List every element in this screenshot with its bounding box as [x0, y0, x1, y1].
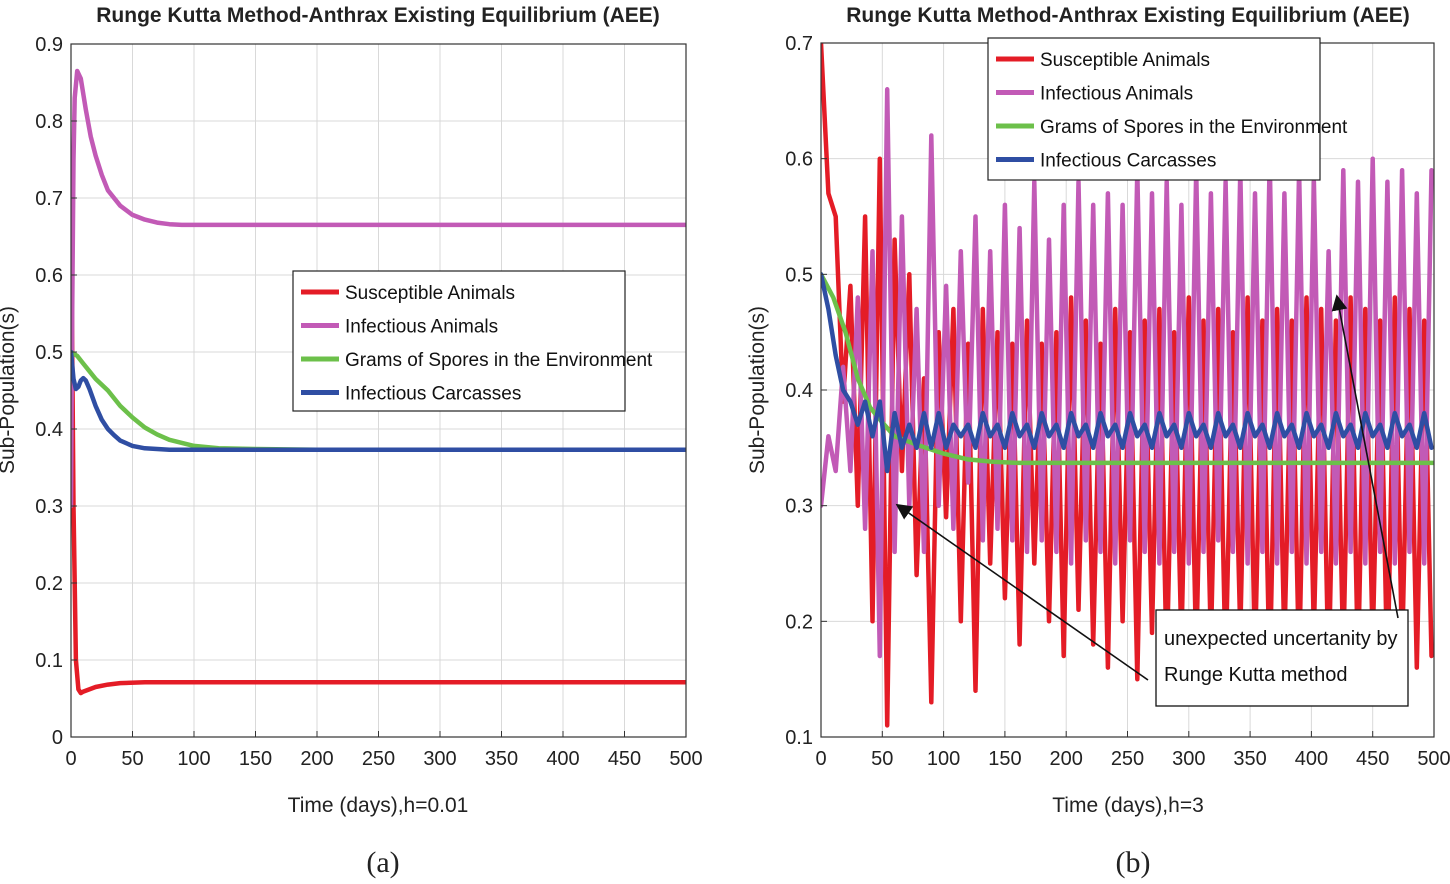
- y-axis-label-a: Sub-Population(s): [0, 306, 19, 474]
- x-tick-label: 200: [1050, 748, 1083, 770]
- y-tick-label: 0.5: [35, 342, 63, 364]
- x-axis-label-b: Time (days),h=3: [1052, 794, 1204, 817]
- caption-b: (b): [1116, 846, 1151, 879]
- y-tick-label: 0.7: [785, 33, 813, 55]
- legend-box: [987, 37, 1321, 181]
- series-group-a: [71, 68, 686, 696]
- y-tick-label: 0.9: [35, 34, 63, 56]
- x-tick-label: 300: [423, 748, 456, 770]
- x-tick-label: 400: [1295, 748, 1328, 770]
- chart-panel-a: Runge Kutta Method-Anthrax Existing Equi…: [0, 4, 703, 879]
- y-tick-label: 0: [52, 727, 63, 749]
- x-tick-label: 500: [1417, 748, 1450, 770]
- x-tick-label: 50: [871, 748, 893, 770]
- y-axis-label-b: Sub-Population(s): [746, 306, 769, 474]
- y-tick-label: 0.4: [35, 419, 63, 441]
- x-tick-label: 100: [927, 748, 960, 770]
- series-line-carcasses: [821, 272, 1434, 474]
- annotation-line-1: unexpected uncertanity by: [1164, 628, 1398, 650]
- x-tick-label: 300: [1172, 748, 1205, 770]
- x-tick-label: 50: [121, 748, 143, 770]
- series-line-spores: [821, 272, 1434, 466]
- annotation-box: [1155, 609, 1409, 707]
- legend-entry-label: Susceptible Animals: [1040, 50, 1210, 71]
- x-ticks-b: 0 50 100 150 200 250 300 350 400 450 500: [815, 731, 1450, 770]
- chart-title-b: Runge Kutta Method-Anthrax Existing Equi…: [846, 4, 1410, 27]
- y-tick-label: 0.7: [35, 188, 63, 210]
- series-line-infectious-animals: [71, 68, 686, 509]
- y-tick-label: 0.5: [785, 264, 813, 286]
- x-tick-label: 0: [815, 748, 826, 770]
- legend-a: Susceptible Animals Infectious Animals Gra…: [292, 270, 653, 412]
- y-tick-label: 0.3: [785, 496, 813, 518]
- legend-box: [292, 270, 626, 412]
- x-tick-label: 100: [177, 748, 210, 770]
- y-ticks-b: 0.1 0.2 0.3 0.4 0.5 0.6 0.7: [785, 33, 827, 749]
- legend-entry-label: Susceptible Animals: [345, 283, 515, 304]
- legend-entry-label: Infectious Animals: [345, 317, 498, 338]
- x-tick-label: 450: [1356, 748, 1389, 770]
- y-ticks-a: 0 0.1 0.2 0.3 0.4 0.5 0.6 0.7 0.8 0.9: [35, 34, 77, 749]
- legend-entry-label: Infectious Carcasses: [1040, 151, 1216, 172]
- chart-panel-b: Runge Kutta Method-Anthrax Existing Equi…: [746, 4, 1450, 879]
- annotation-line-2: Runge Kutta method: [1164, 664, 1347, 686]
- legend-entry-label: Grams of Spores in the Environment: [1040, 117, 1348, 138]
- annotation-arrow: [895, 503, 1149, 681]
- x-tick-label: 450: [608, 748, 641, 770]
- x-tick-label: 350: [1233, 748, 1266, 770]
- y-tick-label: 0.3: [35, 496, 63, 518]
- x-tick-label: 250: [1111, 748, 1144, 770]
- y-tick-label: 0.2: [785, 611, 813, 633]
- x-tick-label: 350: [485, 748, 518, 770]
- legend-b: Susceptible Animals Infectious Animals Gra…: [987, 37, 1348, 181]
- y-tick-label: 0.2: [35, 573, 63, 595]
- legend-entry-label: Grams of Spores in the Environment: [345, 350, 653, 371]
- x-tick-label: 400: [546, 748, 579, 770]
- annotation-arrow: [1331, 294, 1399, 619]
- y-tick-label: 0.6: [785, 149, 813, 171]
- y-tick-label: 0.6: [35, 265, 63, 287]
- annotation-b: unexpected uncertanity by Runge Kutta me…: [895, 294, 1409, 707]
- chart-title-a: Runge Kutta Method-Anthrax Existing Equi…: [96, 4, 660, 27]
- y-tick-label: 0.1: [785, 727, 813, 749]
- x-tick-label: 250: [362, 748, 395, 770]
- caption-a: (a): [366, 846, 399, 879]
- y-tick-label: 0.8: [35, 111, 63, 133]
- x-tick-label: 200: [300, 748, 333, 770]
- series-line-infectious-animals: [821, 87, 1434, 659]
- legend-entry-label: Infectious Carcasses: [345, 384, 521, 405]
- legend-entry-label: Infectious Animals: [1040, 84, 1193, 105]
- y-tick-label: 0.1: [35, 650, 63, 672]
- series-line-carcasses: [71, 349, 686, 453]
- x-tick-label: 150: [239, 748, 272, 770]
- x-ticks-a: 0 50 100 150 200 250 300 350 400 450 500: [65, 731, 703, 770]
- series-line-susceptible: [71, 195, 686, 696]
- x-axis-label-a: Time (days),h=0.01: [288, 794, 469, 817]
- y-tick-label: 0.4: [785, 380, 813, 402]
- x-tick-label: 500: [669, 748, 702, 770]
- x-tick-label: 0: [65, 748, 76, 770]
- x-tick-label: 150: [988, 748, 1021, 770]
